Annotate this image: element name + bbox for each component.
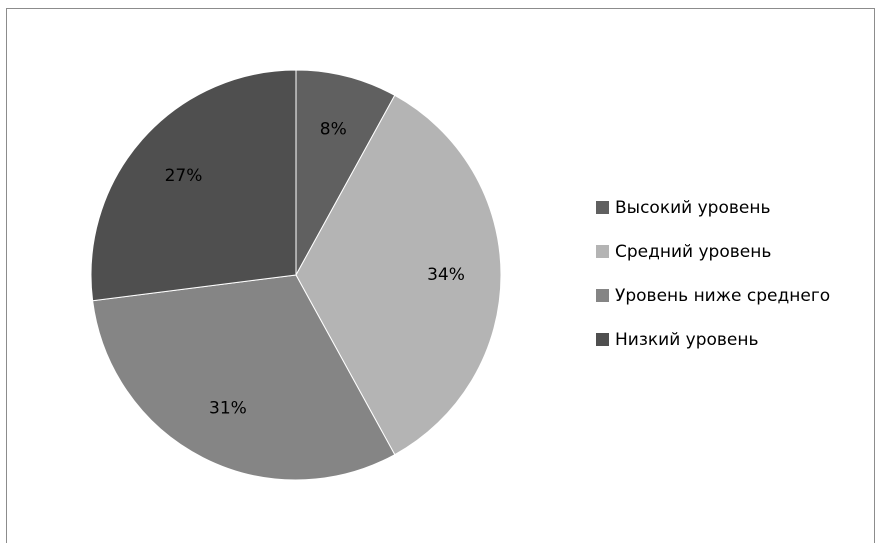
legend-label-below-average: Уровень ниже среднего [615, 285, 831, 306]
legend-swatch-low [596, 333, 609, 346]
data-label-low: 27% [165, 166, 203, 186]
pie-slice-below-average [92, 274, 396, 481]
legend-swatch-medium [596, 245, 609, 258]
data-label-high: 8% [320, 120, 347, 140]
legend-swatch-below-average [596, 289, 609, 302]
data-label-below-average: 31% [209, 399, 247, 419]
legend-item-below-average: Уровень ниже среднего [596, 284, 830, 307]
legend-swatch-high [596, 201, 609, 214]
legend-item-high: Высокий уровень [596, 196, 830, 219]
pie-slice-low [90, 69, 297, 302]
legend-label-low: Низкий уровень [615, 329, 759, 350]
legend-item-low: Низкий уровень [596, 328, 830, 351]
legend-item-medium: Средний уровень [596, 240, 830, 263]
legend-label-high: Высокий уровень [615, 197, 771, 218]
legend: Высокий уровень Средний уровень Уровень … [596, 196, 830, 372]
pie-slice-high [295, 69, 396, 276]
legend-label-medium: Средний уровень [615, 241, 772, 262]
data-label-medium: 34% [427, 265, 465, 285]
pie-slice-medium [295, 94, 502, 456]
